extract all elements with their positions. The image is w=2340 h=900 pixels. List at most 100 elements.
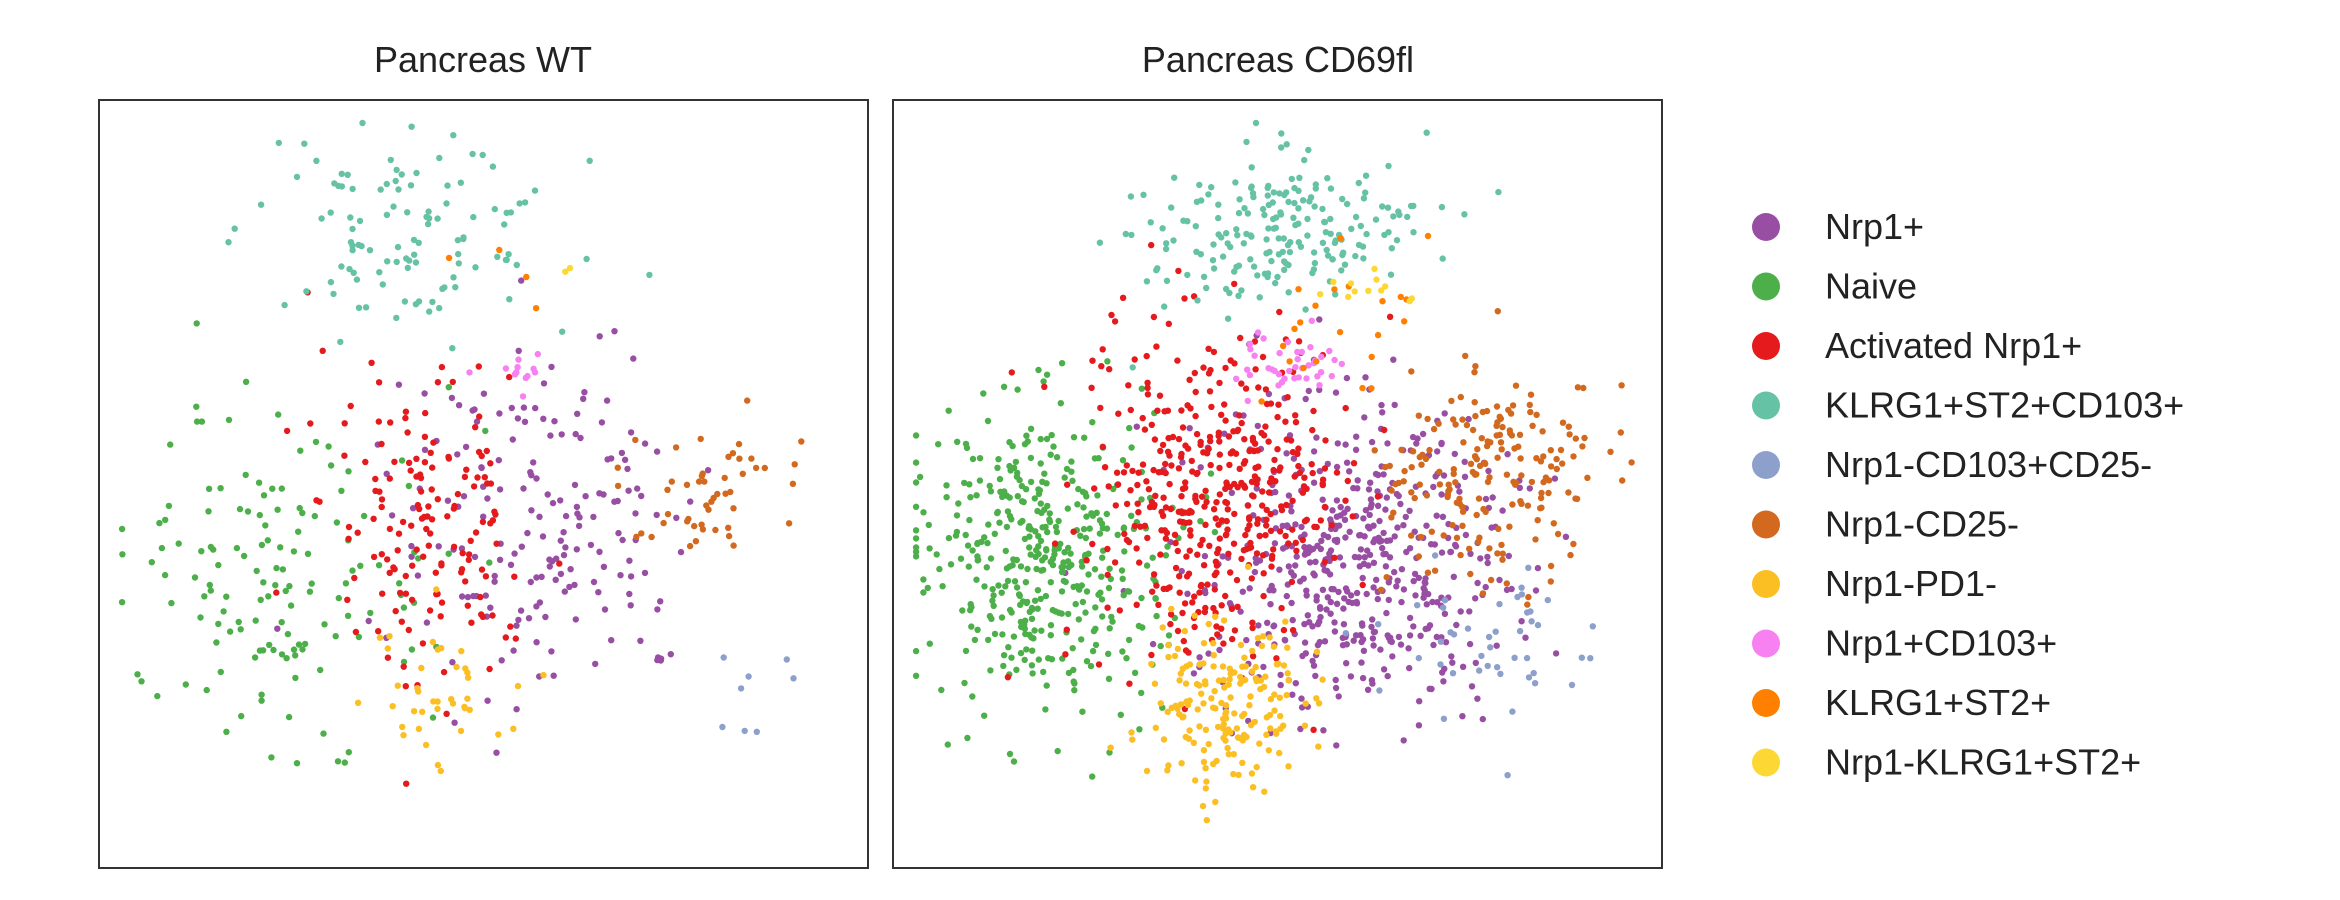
scatter-point [1171, 652, 1179, 660]
scatter-point [1244, 502, 1252, 509]
scatter-point [1267, 725, 1274, 732]
scatter-point [508, 404, 515, 412]
scatter-point [1527, 408, 1534, 416]
scatter-point [1151, 680, 1159, 687]
scatter-point [1400, 522, 1407, 529]
legend-swatch [1752, 451, 1780, 479]
scatter-point [438, 599, 446, 606]
scatter-point [1099, 613, 1106, 620]
scatter-point [961, 679, 968, 687]
scatter-point [1397, 293, 1405, 301]
scatter-point [403, 255, 410, 262]
scatter-point [1185, 570, 1193, 577]
scatter-point [1311, 203, 1318, 210]
scatter-point [1282, 418, 1289, 425]
scatter-point [290, 646, 298, 653]
scatter-point [1267, 527, 1275, 534]
scatter-point [725, 532, 733, 540]
scatter-point [1356, 532, 1363, 539]
scatter-point [1270, 466, 1277, 474]
scatter-point [1382, 550, 1389, 558]
scatter-point [237, 626, 244, 633]
scatter-point [1384, 440, 1391, 447]
scatter-point [1238, 555, 1245, 563]
scatter-point [509, 436, 516, 443]
scatter-point [482, 427, 489, 435]
scatter-point [518, 543, 525, 550]
scatter-point [985, 521, 992, 528]
scatter-point [1181, 627, 1189, 635]
scatter-point [1297, 725, 1304, 733]
scatter-point [1370, 559, 1378, 566]
scatter-point [1016, 592, 1023, 599]
scatter-point [1566, 431, 1573, 438]
scatter-point [1200, 273, 1208, 280]
scatter-point [1444, 493, 1451, 501]
scatter-point [1205, 191, 1212, 198]
scatter-point [1327, 598, 1335, 606]
scatter-point [429, 298, 436, 306]
scatter-point [377, 186, 384, 193]
scatter-point [618, 449, 626, 457]
scatter-point [920, 589, 927, 596]
scatter-point [1276, 566, 1283, 573]
scatter-point [1128, 231, 1135, 239]
scatter-point [1089, 419, 1096, 426]
scatter-point [1424, 569, 1432, 576]
scatter-point [469, 150, 476, 158]
scatter-point [1224, 506, 1232, 513]
scatter-point [1295, 286, 1302, 293]
scatter-point [1323, 246, 1330, 254]
scatter-point [1249, 190, 1257, 197]
scatter-point [386, 569, 393, 576]
scatter-point [1459, 416, 1466, 423]
scatter-point [1244, 397, 1252, 405]
scatter-point [1428, 685, 1435, 693]
scatter-point [1499, 550, 1507, 557]
scatter-point [990, 592, 997, 599]
scatter-point [1023, 432, 1030, 439]
scatter-point [1385, 579, 1393, 586]
scatter-point [395, 530, 403, 537]
scatter-point [1398, 598, 1405, 606]
scatter-point [1144, 379, 1151, 386]
scatter-point [462, 578, 469, 585]
scatter-point [1472, 363, 1479, 370]
scatter-point [435, 543, 442, 550]
scatter-point [1193, 470, 1200, 478]
scatter-point [1321, 567, 1328, 574]
scatter-point [1466, 608, 1473, 615]
scatter-point [513, 261, 520, 269]
scatter-point [1270, 189, 1278, 196]
scatter-point [573, 546, 580, 553]
legend-label: KLRG1+ST2+CD103+ [1825, 385, 2184, 426]
scatter-point [1214, 549, 1221, 557]
scatter-point [213, 639, 220, 646]
scatter-point [516, 200, 523, 207]
scatter-point [366, 247, 374, 254]
scatter-point [1240, 240, 1248, 247]
scatter-point [1225, 751, 1233, 758]
legend-label: Nrp1+ [1825, 206, 1924, 247]
scatter-point [1165, 762, 1172, 769]
scatter-point [253, 567, 260, 575]
scatter-point [752, 464, 760, 472]
scatter-point [1143, 562, 1151, 569]
scatter-point [1440, 472, 1448, 479]
scatter-point [533, 475, 540, 482]
scatter-point [1140, 191, 1147, 198]
scatter-point [515, 356, 522, 363]
scatter-point [1284, 670, 1291, 677]
scatter-point [389, 703, 396, 710]
scatter-point [1271, 691, 1278, 698]
scatter-point [1518, 472, 1525, 479]
scatter-point [1045, 655, 1052, 662]
scatter-point [1247, 539, 1254, 547]
scatter-point [1607, 448, 1614, 455]
scatter-point [1176, 518, 1184, 525]
scatter-point [1464, 625, 1472, 632]
scatter-point [158, 544, 166, 552]
scatter-point [496, 556, 504, 563]
scatter-point [1330, 586, 1337, 593]
scatter-point [197, 614, 204, 621]
